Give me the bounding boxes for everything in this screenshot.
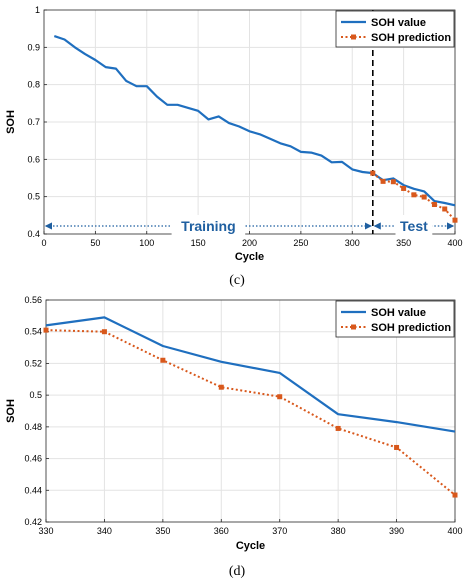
y-tick-label: 1 [35,5,40,15]
figure-caption: (d) [229,564,246,579]
x-axis-label: Cycle [235,251,264,263]
series-line-soh-prediction [45,329,456,496]
y-tick-label: 0.4 [27,229,40,239]
x-tick-label: 330 [38,526,53,536]
prediction-point [442,206,448,212]
region-label-bg [395,215,433,235]
series-line-soh-value [53,35,456,207]
x-tick-label: 0 [41,238,46,248]
x-tick-label: 50 [90,238,100,248]
prediction-point [277,394,283,400]
x-tick-label: 350 [155,526,170,536]
legend-marker-soh-prediction [351,34,356,40]
prediction-point [101,329,107,335]
region-label-bg [171,215,246,235]
y-tick-label: 0.5 [29,390,42,400]
prediction-point [401,185,407,191]
legend-box [335,300,455,338]
chart-d: 330 340 350 360 370 380 390 400 0.42 0.44 0.46 0.48… [5,295,463,579]
prediction-point [421,194,427,200]
plot-frame [45,299,456,523]
prediction-point [431,202,437,208]
prediction-point [380,178,386,184]
series-line-soh-value [45,316,456,433]
prediction-point [335,425,341,431]
y-tick-label: 0.5 [27,192,40,202]
x-tick-label: 340 [97,526,112,536]
region-label-training: Training [181,218,235,234]
legend-label: SOH value [371,17,426,29]
prediction-point [43,327,49,333]
prediction-point [160,357,166,363]
y-tick-label: 0.56 [24,295,42,305]
legend-label: SOH value [371,307,426,319]
y-tick-label: 0.7 [27,117,40,127]
prediction-point [370,170,376,176]
prediction-point [394,444,400,450]
x-tick-label: 400 [447,526,462,536]
legend-marker-soh-prediction [351,324,356,330]
x-tick-label: 150 [191,238,206,248]
prediction-point [411,192,417,198]
y-axis-label: SOH [5,110,17,134]
y-tick-label: 0.9 [27,42,40,52]
legend-label: SOH prediction [371,32,451,44]
x-tick-label: 400 [447,238,462,248]
y-tick-label: 0.44 [24,485,42,495]
y-axis-label: SOH [5,399,17,423]
y-tick-label: 0.48 [24,422,42,432]
x-tick-label: 380 [331,526,346,536]
figure-caption: (c) [229,273,245,288]
prediction-point [452,492,458,498]
y-tick-label: 0.46 [24,454,42,464]
y-tick-label: 0.42 [24,517,42,527]
x-tick-label: 390 [389,526,404,536]
prediction-point [218,384,224,390]
y-tick-label: 0.6 [27,154,40,164]
x-tick-label: 100 [139,238,154,248]
y-tick-label: 0.52 [24,358,42,368]
x-axis-label: Cycle [236,540,265,552]
prediction-point [452,217,458,223]
chart-c: 0 50 100 150 200 250 300 350 400 0.4 0.5 0.6 0.7 0.8 0… [5,5,463,288]
y-tick-label: 0.54 [24,327,42,337]
x-tick-label: 250 [293,238,308,248]
legend-label: SOH prediction [371,322,451,334]
x-tick-label: 360 [214,526,229,536]
x-tick-label: 370 [272,526,287,536]
prediction-point [390,179,396,185]
legend-box [335,10,455,48]
x-tick-label: 200 [242,238,257,248]
y-tick-label: 0.8 [27,80,40,90]
x-tick-label: 300 [345,238,360,248]
x-tick-label: 350 [396,238,411,248]
region-label-test: Test [400,218,428,234]
